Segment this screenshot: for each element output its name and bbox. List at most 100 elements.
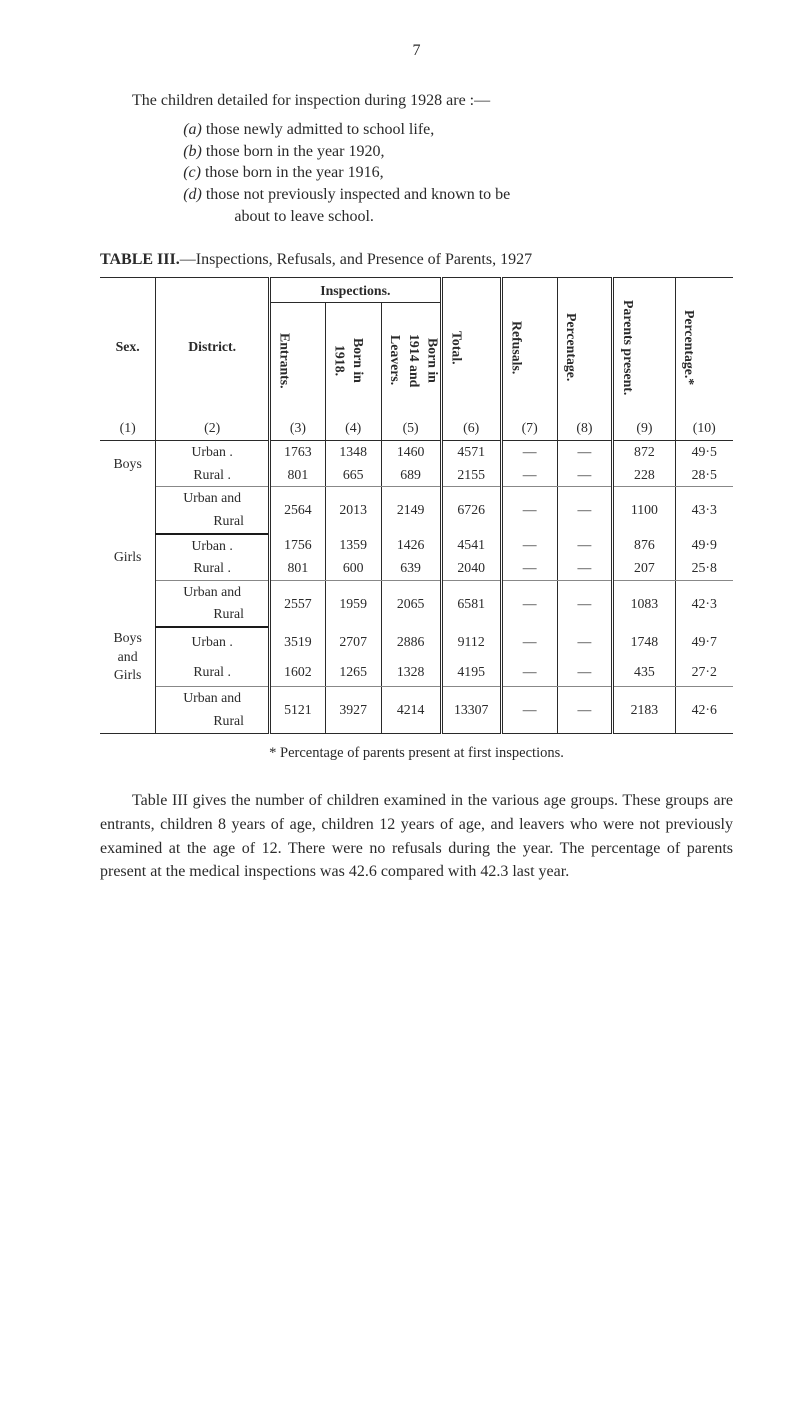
- cell: 4195: [441, 657, 501, 687]
- cell: 49·5: [675, 441, 733, 464]
- option-d: (d) those not previously inspected and k…: [183, 184, 733, 206]
- page-number: 7: [100, 40, 733, 62]
- cell: 1756: [270, 534, 326, 558]
- district-cell: Urban and: [156, 580, 270, 603]
- cell: 1265: [325, 657, 381, 687]
- cell: —: [557, 441, 613, 464]
- cell: 1426: [381, 534, 441, 558]
- table-row: Rural . 801 600 639 2040 — — 207 25·8: [100, 557, 733, 580]
- cell: —: [557, 487, 613, 534]
- cell: —: [501, 580, 557, 627]
- page: 7 The children detailed for inspection d…: [0, 0, 801, 1427]
- option-b: (b) those born in the year 1920,: [183, 141, 733, 163]
- col-header-district: District.: [156, 277, 270, 417]
- cell: 4541: [441, 534, 501, 558]
- cell: 13307: [441, 687, 501, 733]
- cell: 2886: [381, 627, 441, 657]
- body-paragraph: Table III gives the number of children e…: [100, 789, 733, 884]
- colnum-6: (6): [441, 417, 501, 440]
- cell: —: [557, 464, 613, 487]
- cell: 801: [270, 557, 326, 580]
- cell: —: [501, 657, 557, 687]
- sex-cell: Boys: [100, 441, 156, 487]
- option-a: (a) those newly admitted to school life,: [183, 119, 733, 141]
- cell: 1602: [270, 657, 326, 687]
- option-c-text: those born in the year 1916,: [205, 164, 384, 181]
- option-a-text: those newly admitted to school life,: [206, 121, 434, 138]
- cell: 42·3: [675, 580, 733, 627]
- cell: 27·2: [675, 657, 733, 687]
- cell: —: [557, 557, 613, 580]
- cell: —: [557, 657, 613, 687]
- cell: 5121: [270, 687, 326, 733]
- cell: 4214: [381, 687, 441, 733]
- table-row: Rural . 1602 1265 1328 4195 — — 435 27·2: [100, 657, 733, 687]
- cell: 6726: [441, 487, 501, 534]
- district-cell: Urban and: [156, 687, 270, 710]
- cell: 2564: [270, 487, 326, 534]
- cell: 1748: [613, 627, 675, 657]
- inspections-table: Sex. District. Inspections. Total. Refus…: [100, 277, 733, 734]
- col-header-born-1914: Born in 1914 and Leavers.: [381, 303, 441, 418]
- cell: 2155: [441, 464, 501, 487]
- option-list: (a) those newly admitted to school life,…: [100, 119, 733, 227]
- district-cell: Rural: [156, 603, 270, 627]
- cell: 876: [613, 534, 675, 558]
- cell: —: [557, 687, 613, 733]
- cell: 2557: [270, 580, 326, 627]
- option-c: (c) those born in the year 1916,: [183, 162, 733, 184]
- table-row: Rural . 801 665 689 2155 — — 228 28·5: [100, 464, 733, 487]
- cell: 639: [381, 557, 441, 580]
- cell: 228: [613, 464, 675, 487]
- sex-cell: Boys and Girls: [100, 627, 156, 687]
- colnum-2: (2): [156, 417, 270, 440]
- cell: 1328: [381, 657, 441, 687]
- cell: 2149: [381, 487, 441, 534]
- cell: 1359: [325, 534, 381, 558]
- table-row: Urban and 2557 1959 2065 6581 — — 1083 4…: [100, 580, 733, 603]
- cell: 1959: [325, 580, 381, 627]
- option-d-label: (d): [183, 186, 202, 203]
- cell: —: [501, 441, 557, 464]
- cell: 43·3: [675, 487, 733, 534]
- col-header-entrants: Entrants.: [270, 303, 326, 418]
- cell: 872: [613, 441, 675, 464]
- col-header-percentage-star: Percentage.*: [675, 277, 733, 417]
- col-header-sex: Sex.: [100, 277, 156, 417]
- cell: 42·6: [675, 687, 733, 733]
- cell: 2065: [381, 580, 441, 627]
- col-header-percentage: Percentage.: [557, 277, 613, 417]
- table-title-lead: TABLE III.: [100, 251, 180, 268]
- col-header-refusals: Refusals.: [501, 277, 557, 417]
- cell: 207: [613, 557, 675, 580]
- district-cell: Rural .: [156, 464, 270, 487]
- cell: —: [501, 627, 557, 657]
- cell: 49·9: [675, 534, 733, 558]
- cell: —: [501, 487, 557, 534]
- cell: 1460: [381, 441, 441, 464]
- colnum-1: (1): [100, 417, 156, 440]
- sex-cell: Girls: [100, 534, 156, 581]
- cell: 3519: [270, 627, 326, 657]
- colnum-3: (3): [270, 417, 326, 440]
- colnum-8: (8): [557, 417, 613, 440]
- cell: 801: [270, 464, 326, 487]
- option-b-text: those born in the year 1920,: [206, 143, 385, 160]
- sex-cell-blank: [100, 580, 156, 627]
- table-row: Boys Urban . 1763 1348 1460 4571 — — 872…: [100, 441, 733, 464]
- cell: 1763: [270, 441, 326, 464]
- colnum-4: (4): [325, 417, 381, 440]
- col-header-born-1918: Born in 1918.: [325, 303, 381, 418]
- district-cell: Rural .: [156, 557, 270, 580]
- col-header-inspections: Inspections.: [270, 277, 442, 303]
- district-cell: Rural: [156, 710, 270, 733]
- option-a-label: (a): [183, 121, 202, 138]
- table-row: Urban and 2564 2013 2149 6726 — — 1100 4…: [100, 487, 733, 510]
- option-c-label: (c): [183, 164, 201, 181]
- cell: 9112: [441, 627, 501, 657]
- cell: 665: [325, 464, 381, 487]
- col-header-parents-present: Parents present.: [613, 277, 675, 417]
- table-row: Girls Urban . 1756 1359 1426 4541 — — 87…: [100, 534, 733, 558]
- cell: 1100: [613, 487, 675, 534]
- col-number-row: (1) (2) (3) (4) (5) (6) (7) (8) (9) (10): [100, 417, 733, 440]
